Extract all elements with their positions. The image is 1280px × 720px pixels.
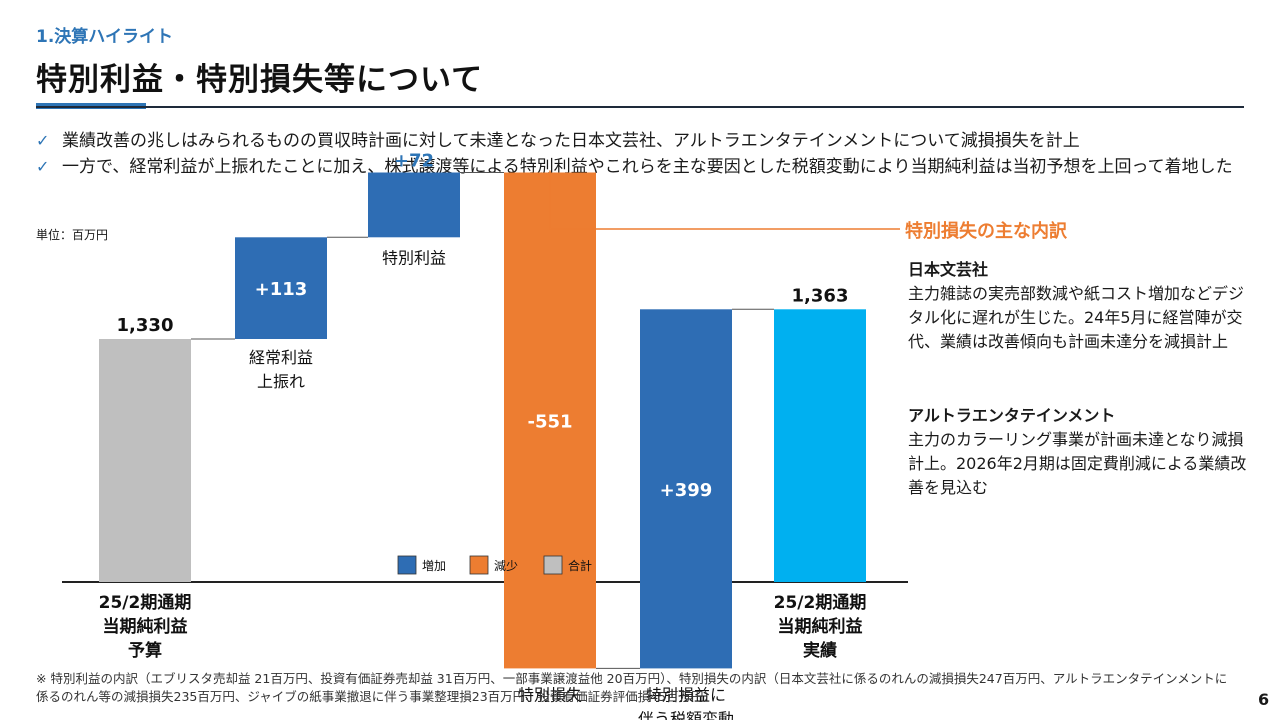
bullet-text: 一方で、経常利益が上振れたことに加え、株式譲渡等による特別利益やこれらを主な要因…: [62, 157, 1233, 177]
category-label: 特別損失: [518, 685, 582, 704]
waterfall-bar: [774, 309, 866, 582]
category-label: 上振れ: [257, 372, 305, 391]
bar-value-label: +399: [660, 480, 713, 501]
bar-value-label: 1,330: [117, 315, 174, 336]
category-label: 25/2期通期: [774, 593, 867, 613]
section-label: 1.決算ハイライト: [36, 27, 173, 47]
check-icon: ✓: [36, 131, 50, 150]
page-number: 6: [1258, 690, 1270, 709]
category-label: 当期純利益: [103, 616, 188, 637]
bar-value-label: 1,363: [792, 285, 849, 306]
waterfall-bar: [640, 309, 732, 669]
side-block-altra: アルトラエンタテインメント 主力のカラーリング事業が計画未達となり減損計上。20…: [908, 404, 1253, 500]
category-label: 特別利益: [382, 248, 446, 267]
category-label: 25/2期通期: [99, 593, 192, 613]
legend-swatch: [397, 555, 417, 575]
waterfall-bar: [504, 172, 596, 669]
legend-swatch: [543, 555, 563, 575]
unit-label: 単位：百万円: [36, 228, 109, 242]
footnote: ※ 特別利益の内訳（エブリスタ売却益 21百万円、投資有価証券売却益 31百万円…: [36, 671, 1228, 704]
category-label: 当期純利益: [778, 616, 863, 637]
side-block-body: 主力のカラーリング事業が計画未達となり減損計上。2026年2月期は固定費削減によ…: [908, 430, 1247, 497]
category-label: 実績: [803, 640, 837, 661]
legend-label: 合計: [568, 558, 592, 573]
page-title: 特別利益・特別損失等について: [36, 62, 484, 98]
check-icon: ✓: [36, 157, 50, 176]
waterfall-bar: [368, 172, 460, 238]
side-block-head: アルトラエンタテインメント: [908, 406, 1116, 425]
legend-swatch: [469, 555, 489, 575]
bar-value-label: +113: [255, 279, 308, 300]
title-rule: [36, 106, 1244, 108]
bullet-item: ✓ 業績改善の兆しはみられるものの買収時計画に対して未達となった日本文芸社、アル…: [36, 128, 1246, 154]
legend-label: 減少: [494, 558, 518, 573]
legend-label: 増加: [422, 559, 446, 573]
bar-value-label: +72: [394, 151, 434, 172]
waterfall-bar: [99, 339, 191, 582]
category-label: 予算: [128, 640, 162, 661]
bullet-text: 業績改善の兆しはみられるものの買収時計画に対して未達となった日本文芸社、アルトラ…: [62, 131, 1080, 151]
waterfall-bar: [235, 237, 327, 339]
bar-value-label: -551: [527, 411, 572, 432]
category-label: 経常利益: [249, 348, 313, 367]
side-block-nihonbungeisha: 日本文芸社 主力雑誌の実売部数減や紙コスト増加などデジタル化に遅れが生じた。24…: [908, 258, 1253, 354]
bullet-item: ✓ 一方で、経常利益が上振れたことに加え、株式譲渡等による特別利益やこれらを主な…: [36, 154, 1246, 180]
category-label: 伴う税額変動: [638, 709, 734, 720]
bullet-list: ✓ 業績改善の兆しはみられるものの買収時計画に対して未達となった日本文芸社、アル…: [36, 128, 1246, 180]
side-block-head: 日本文芸社: [908, 260, 989, 279]
callout-line: [549, 170, 900, 230]
side-block-body: 主力雑誌の実売部数減や紙コスト増加などデジタル化に遅れが生じた。24年5月に経営…: [908, 284, 1245, 351]
category-label: 特別損益に: [646, 685, 726, 704]
side-title: 特別損失の主な内訳: [905, 221, 1067, 242]
